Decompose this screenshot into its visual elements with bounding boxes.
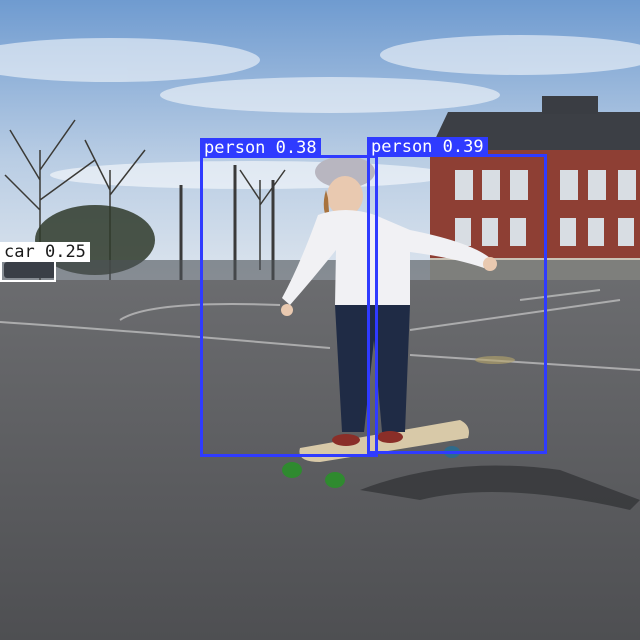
person-label-1: person 0.38 [200, 138, 321, 158]
person-box-1: person 0.38 [200, 138, 378, 457]
bare-trees [4, 119, 286, 280]
label-score: 0.39 [442, 137, 484, 157]
car-box: car 0.25 [0, 242, 90, 282]
parked-car [4, 262, 56, 278]
label-class: person [204, 138, 266, 158]
car-label: car 0.25 [0, 242, 90, 262]
label-score: 0.25 [44, 242, 86, 262]
court-lines [0, 289, 640, 371]
label-class: person [371, 137, 433, 157]
label-score: 0.38 [275, 138, 317, 158]
person-label-2: person 0.39 [367, 137, 488, 157]
person-box-2: person 0.39 [367, 137, 547, 454]
label-class: car [4, 242, 35, 262]
child-skater [281, 156, 497, 446]
